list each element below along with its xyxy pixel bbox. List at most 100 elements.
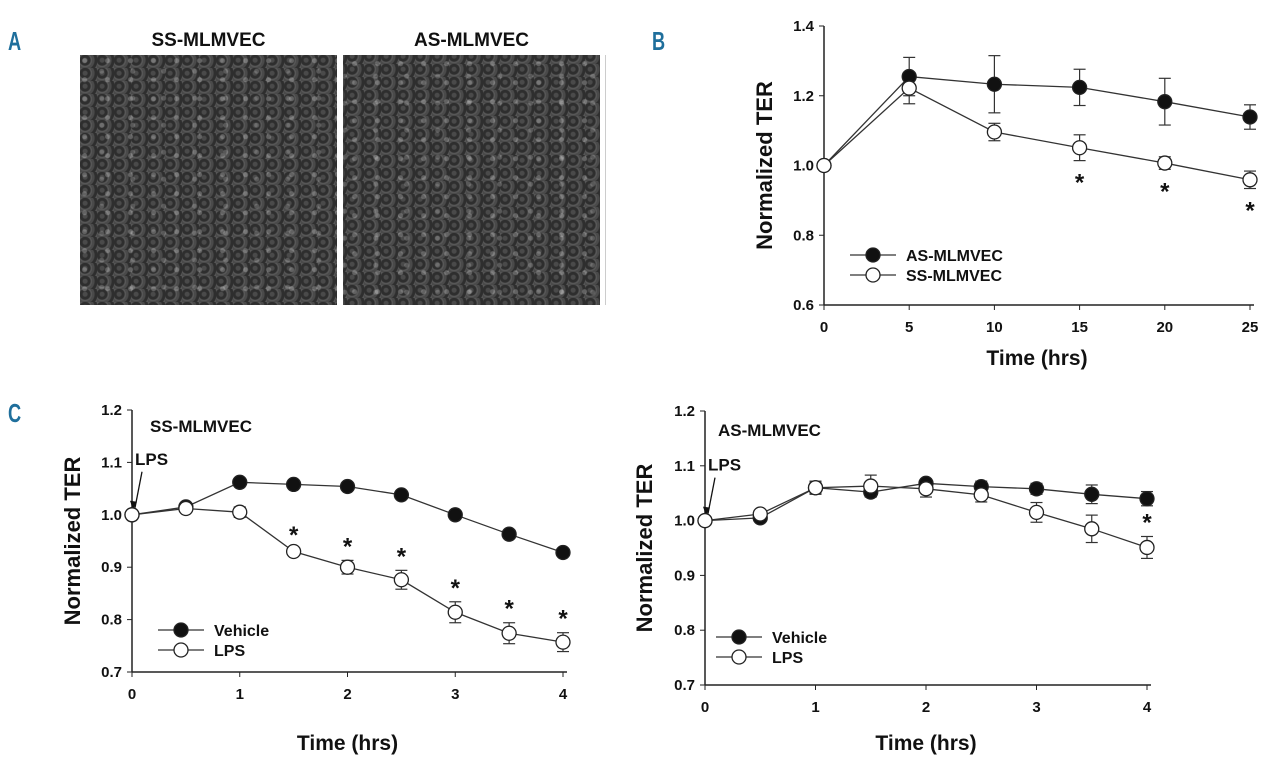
data-point — [1028, 481, 1045, 497]
legend-label: Vehicle — [772, 630, 827, 647]
significance-asterisk: * — [504, 596, 514, 623]
y-tick-label: 0.9 — [674, 567, 695, 584]
y-tick-label: 1.4 — [793, 18, 815, 35]
data-point — [973, 487, 989, 503]
x-tick-label: 25 — [1242, 319, 1259, 336]
data-point — [393, 572, 410, 588]
y-tick-label: 0.9 — [101, 559, 122, 576]
series-line — [823, 75, 1251, 166]
x-tick-label: 4 — [559, 686, 568, 703]
data-point — [393, 487, 410, 503]
y-axis-label: Normalized TER — [752, 81, 777, 250]
data-point — [697, 512, 713, 529]
data-point — [124, 507, 140, 523]
x-tick-label: 15 — [1071, 319, 1088, 336]
data-point — [1242, 172, 1258, 188]
y-axis-label: Normalized TER — [632, 464, 657, 633]
data-point — [986, 76, 1003, 92]
significance-asterisk: * — [343, 533, 353, 560]
x-axis-label: Time (hrs) — [297, 732, 398, 755]
data-point — [285, 543, 302, 560]
data-point — [1157, 94, 1173, 110]
legend-marker — [865, 247, 881, 263]
data-point — [863, 478, 879, 494]
series-line — [823, 87, 1251, 181]
significance-asterisk: * — [558, 606, 568, 633]
y-tick-label: 1.0 — [101, 507, 122, 524]
data-point — [1084, 486, 1100, 502]
y-tick-label: 0.8 — [793, 227, 814, 244]
y-tick-label: 1.2 — [793, 88, 814, 105]
x-tick-label: 20 — [1156, 319, 1173, 336]
data-point — [447, 604, 463, 620]
data-point — [901, 80, 917, 96]
chart-c2: 0.7 0.8 0.9 1.0 1.1 1.2 0 1 2 3 4 Normalized TER Tim… — [632, 403, 1155, 755]
significance-asterisk: * — [1075, 170, 1085, 197]
x-tick-label: 1 — [811, 699, 819, 716]
x-tick-label: 1 — [236, 686, 244, 703]
significance-asterisk: * — [1142, 509, 1152, 536]
series-as-mlmvec — [823, 55, 1256, 166]
y-tick-label: 0.7 — [674, 677, 695, 694]
data-point — [1028, 504, 1045, 521]
data-point — [339, 478, 356, 495]
data-point — [918, 481, 934, 497]
data-point — [555, 634, 571, 650]
x-tick-label: 0 — [701, 699, 709, 716]
x-tick-label: 2 — [343, 686, 351, 703]
panel-label-b: B — [652, 26, 666, 56]
significance-asterisk: * — [451, 575, 461, 602]
annotation-label: LPS — [135, 450, 168, 469]
data-point — [1071, 140, 1088, 156]
y-axis-label: Normalized TER — [60, 457, 85, 626]
x-axis-label: Time (hrs) — [986, 347, 1087, 370]
legend-marker — [731, 629, 747, 645]
chart-c1: 0.7 0.8 0.9 1.0 1.1 1.2 0 1 2 3 4 Normalized TER Tim… — [60, 402, 571, 755]
significance-asterisk: * — [1160, 178, 1170, 205]
x-tick-label: 2 — [922, 699, 930, 716]
image-title-as: AS-MLMVEC — [413, 30, 530, 51]
data-point — [1071, 79, 1088, 96]
x-tick-label: 3 — [1032, 699, 1040, 716]
chart-b: 0.6 0.8 1.0 1.2 1.4 0 5 10 15 20 25 Normalized TER T… — [752, 18, 1258, 370]
y-tick-label: 1.0 — [793, 158, 814, 175]
legend-label: LPS — [214, 643, 245, 660]
x-tick-label: 0 — [820, 319, 828, 336]
x-tick-label: 4 — [1143, 699, 1152, 716]
y-tick-label: 1.2 — [674, 403, 695, 420]
data-point — [501, 526, 517, 542]
data-point — [501, 625, 517, 641]
legend-marker — [865, 267, 881, 283]
data-point — [816, 157, 832, 174]
legend-marker — [731, 649, 747, 665]
chart-title: SS-MLMVEC — [150, 417, 252, 436]
data-point — [1157, 155, 1173, 171]
data-point — [1139, 491, 1155, 507]
panel-label-a: A — [8, 26, 22, 56]
legend-label: Vehicle — [214, 623, 269, 640]
x-tick-label: 3 — [451, 686, 459, 703]
image-title-ss: SS-MLMVEC — [151, 30, 266, 51]
data-point — [447, 507, 463, 523]
data-point — [232, 504, 248, 520]
y-tick-label: 1.1 — [674, 458, 695, 475]
legend-label: LPS — [772, 650, 803, 667]
y-tick-label: 0.8 — [101, 612, 122, 629]
micrograph-as-mlmvec — [343, 55, 600, 305]
y-tick-label: 1.0 — [674, 513, 695, 530]
data-point — [807, 480, 824, 496]
series-ss-mlmvec — [823, 71, 1256, 190]
series-line — [131, 507, 564, 643]
y-tick-label: 0.6 — [793, 297, 814, 314]
annotation-label: LPS — [708, 456, 741, 475]
data-point — [752, 506, 768, 522]
significance-asterisk: * — [289, 522, 299, 549]
chart-title: AS-MLMVEC — [718, 421, 821, 440]
arrow-head — [130, 500, 137, 510]
data-point — [178, 500, 194, 517]
image-divider — [605, 55, 606, 305]
y-tick-label: 1.1 — [101, 454, 122, 471]
data-point — [339, 559, 356, 575]
significance-asterisk: * — [1245, 198, 1255, 225]
